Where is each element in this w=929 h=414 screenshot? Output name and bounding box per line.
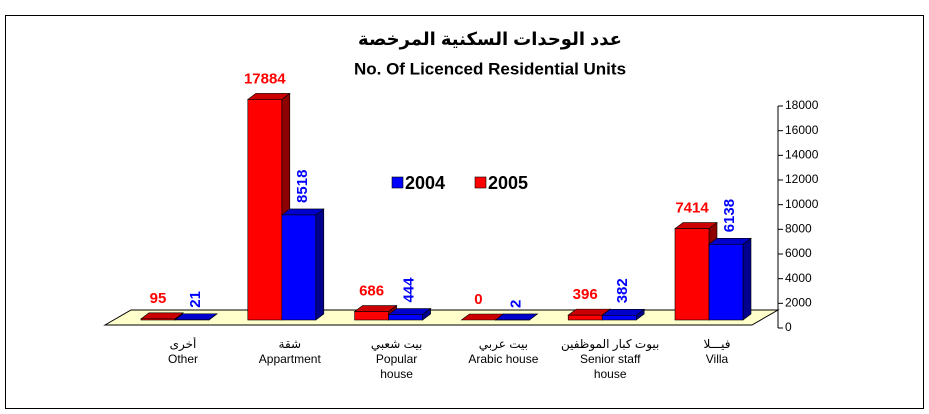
x-tick-label-ar: بيت شعبي	[370, 337, 423, 351]
bar-front	[674, 228, 710, 321]
y-tick-label: 14000	[785, 148, 819, 162]
data-label: 2	[507, 300, 524, 308]
chart-subtitle: No. Of Licenced Residential Units	[354, 59, 626, 78]
bar-front	[601, 314, 637, 321]
x-tick-label: شقة Appartment	[235, 337, 345, 367]
x-tick-label-en: Popular house	[375, 352, 418, 381]
legend-swatch	[391, 176, 404, 189]
x-tick-label: بيت عربي Arabic house	[448, 337, 558, 367]
data-label: 21	[187, 291, 204, 308]
x-tick-label-ar: شقة	[278, 337, 302, 351]
y-tick-label: 8000	[785, 222, 812, 236]
x-tick-label-en: Other	[167, 352, 198, 366]
data-label: 382	[614, 278, 631, 303]
bar-front	[708, 243, 744, 321]
y-tick-label: 6000	[785, 246, 812, 260]
bar	[708, 237, 752, 321]
bar	[601, 308, 646, 321]
bar-front	[567, 314, 603, 321]
bar	[387, 307, 432, 321]
bar-side	[315, 208, 325, 321]
bar-front	[354, 311, 389, 321]
x-tick-label-ar: فيـــلا	[703, 337, 731, 351]
data-label: 686	[359, 283, 384, 300]
bar-front	[247, 99, 283, 321]
x-tick-label-ar: أخرى	[169, 337, 197, 351]
x-tick-label: فيـــلا Villa	[662, 337, 772, 367]
x-tick-label-ar: بيت عربي	[478, 337, 528, 351]
y-tick-label: 18000	[785, 98, 819, 112]
x-tick-label-en: Senior staff house	[579, 352, 641, 381]
data-label: 95	[150, 290, 167, 307]
data-label: 396	[573, 286, 598, 303]
chart-title: عدد الوحدات السكنية المرخصة	[358, 29, 622, 50]
x-tick-label-en: Arabic house	[468, 352, 539, 366]
x-tick-label-en: Appartment	[258, 352, 321, 366]
bar	[174, 313, 218, 321]
data-label: 8518	[294, 170, 311, 203]
y-tick-label: 16000	[785, 123, 819, 137]
data-label: 444	[401, 277, 418, 303]
x-tick-label: بيت شعبي Popular house	[342, 337, 452, 382]
bar-front	[140, 318, 176, 321]
chart-border	[5, 15, 924, 409]
x-tick-label: بيوت كبار الموظفين Senior staff house	[555, 337, 665, 382]
y-tick-label: 2000	[785, 296, 812, 310]
legend-label: 2004	[405, 173, 445, 193]
bar	[280, 208, 325, 321]
y-tick-label: 4000	[785, 271, 812, 285]
data-label: 7414	[675, 200, 709, 217]
y-tick-label: 0	[785, 320, 792, 334]
bar	[494, 313, 539, 321]
y-tick-label: 10000	[785, 197, 819, 211]
x-tick-label: أخرى Other	[128, 337, 238, 367]
y-tick-label: 12000	[785, 172, 819, 186]
bar-front	[388, 314, 423, 321]
data-label: 17884	[244, 70, 286, 87]
bar-side	[742, 237, 752, 321]
legend-swatch	[474, 176, 487, 189]
x-tick-label-en: Villa	[705, 352, 729, 366]
x-tick-label-ar: بيوت كبار الموظفين	[560, 337, 660, 351]
data-label: 0	[474, 291, 482, 308]
legend-label: 2005	[488, 173, 528, 193]
bar-front	[281, 214, 317, 321]
data-label: 6138	[721, 199, 738, 232]
